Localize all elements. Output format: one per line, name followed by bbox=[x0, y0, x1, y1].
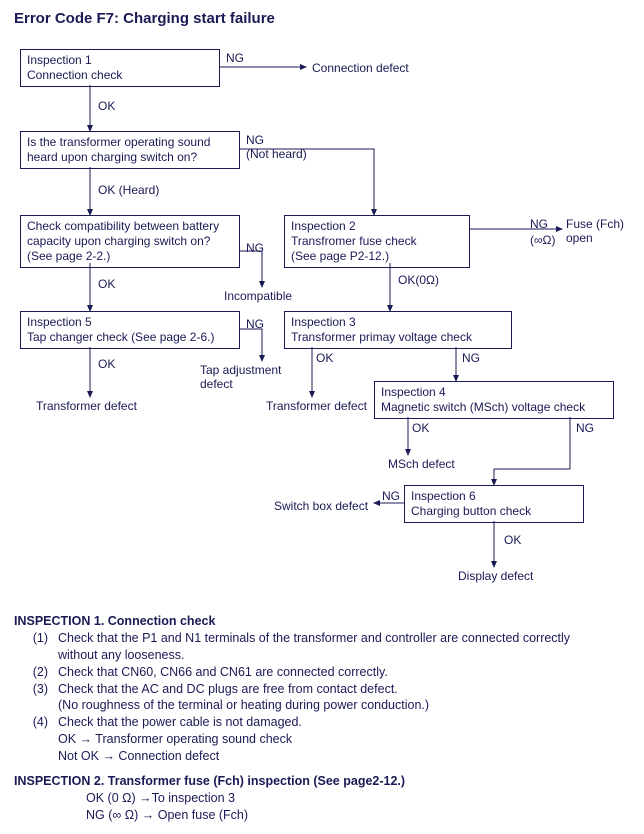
lbl-switch-box-defect: Switch box defect bbox=[274, 499, 368, 513]
box5-line2: Transfromer fuse check bbox=[291, 234, 463, 249]
lbl-ok-8: OK bbox=[504, 533, 521, 547]
lbl-incompatible: Incompatible bbox=[224, 289, 292, 303]
box7-line2: Magnetic switch (MSch) voltage check bbox=[381, 400, 607, 415]
insp1-3b: (No roughness of the terminal or heating… bbox=[58, 697, 630, 714]
insp2-a: OK (0 Ω) →To inspection 3 bbox=[14, 790, 630, 807]
lbl-display-defect: Display defect bbox=[458, 569, 533, 583]
lbl-inf-ohm: (∞Ω) bbox=[530, 233, 556, 247]
lbl-ok-0ohm: OK(0Ω) bbox=[398, 273, 439, 287]
lbl-transformer-defect-2: Transformer defect bbox=[266, 399, 367, 413]
insp2-b: NG (∞ Ω) → Open fuse (Fch) bbox=[14, 807, 630, 824]
box-inspection-5: Inspection 5 Tap changer check (See page… bbox=[20, 311, 240, 349]
lbl-msch-defect: MSch defect bbox=[388, 457, 455, 471]
box2-line1: Is the transformer operating sound bbox=[27, 135, 233, 150]
box4-line2: Tap changer check (See page 2-6.) bbox=[27, 330, 233, 345]
insp1-1: Check that the P1 and N1 terminals of th… bbox=[58, 630, 630, 647]
box-inspection-3: Inspection 3 Transformer primay voltage … bbox=[284, 311, 512, 349]
box7-line1: Inspection 4 bbox=[381, 385, 607, 400]
lbl-not-heard: (Not heard) bbox=[246, 147, 307, 161]
lbl-tap-adjust-defect: Tap adjustment defect bbox=[200, 363, 281, 392]
box3-line2: capacity upon charging switch on? bbox=[27, 234, 233, 249]
box8-line1: Inspection 6 bbox=[411, 489, 577, 504]
box1-line1: Inspection 1 bbox=[27, 53, 213, 68]
lbl-connection-defect: Connection defect bbox=[312, 61, 409, 75]
box-compat-check: Check compatibility between battery capa… bbox=[20, 215, 240, 268]
lbl-transformer-defect-1: Transformer defect bbox=[36, 399, 137, 413]
box6-line2: Transformer primay voltage check bbox=[291, 330, 505, 345]
lbl-ok-3: OK bbox=[98, 277, 115, 291]
insp1-num4: (4) bbox=[14, 714, 58, 731]
lbl-ok-heard: OK (Heard) bbox=[98, 183, 159, 197]
flowchart: Inspection 1 Connection check Is the tra… bbox=[14, 39, 630, 599]
page-title: Error Code F7: Charging start failure bbox=[14, 10, 630, 27]
insp1-4b: OK → Transformer operating sound check bbox=[58, 731, 630, 748]
box3-line3: (See page 2-2.) bbox=[27, 249, 233, 264]
box-inspection-4: Inspection 4 Magnetic switch (MSch) volt… bbox=[374, 381, 614, 419]
box5-line3: (See page P2-12.) bbox=[291, 249, 463, 264]
box4-line1: Inspection 5 bbox=[27, 315, 233, 330]
lbl-ok-1: OK bbox=[98, 99, 115, 113]
lbl-ng-1: NG bbox=[226, 51, 244, 65]
lbl-ng-3: NG bbox=[246, 241, 264, 255]
inspection-text: INSPECTION 1. Connection check (1)Check … bbox=[14, 613, 630, 824]
box-question-sound: Is the transformer operating sound heard… bbox=[20, 131, 240, 169]
lbl-ng-5: NG bbox=[530, 217, 548, 231]
lbl-ng-4: NG bbox=[246, 317, 264, 331]
box1-line2: Connection check bbox=[27, 68, 213, 83]
insp1-num3: (3) bbox=[14, 681, 58, 698]
box6-line1: Inspection 3 bbox=[291, 315, 505, 330]
insp1-2: Check that CN60, CN66 and CN61 are conne… bbox=[58, 664, 630, 681]
insp1-1b: without any looseness. bbox=[58, 647, 630, 664]
box5-line1: Inspection 2 bbox=[291, 219, 463, 234]
box-inspection-1: Inspection 1 Connection check bbox=[20, 49, 220, 87]
box3-line1: Check compatibility between battery bbox=[27, 219, 233, 234]
insp1-num1: (1) bbox=[14, 630, 58, 647]
box2-line2: heard upon charging switch on? bbox=[27, 150, 233, 165]
insp1-4c: Not OK → Connection defect bbox=[58, 748, 630, 765]
lbl-ng-8: NG bbox=[382, 489, 400, 503]
lbl-ng-7: NG bbox=[576, 421, 594, 435]
insp1-3: Check that the AC and DC plugs are free … bbox=[58, 681, 630, 698]
box-inspection-6: Inspection 6 Charging button check bbox=[404, 485, 584, 523]
lbl-ok-6: OK bbox=[316, 351, 333, 365]
lbl-ok-4: OK bbox=[98, 357, 115, 371]
insp2-heading: INSPECTION 2. Transformer fuse (Fch) ins… bbox=[14, 773, 630, 790]
lbl-ng-2: NG bbox=[246, 133, 264, 147]
insp1-4: Check that the power cable is not damage… bbox=[58, 714, 630, 731]
insp1-num2: (2) bbox=[14, 664, 58, 681]
insp1-heading: INSPECTION 1. Connection check bbox=[14, 613, 630, 630]
box8-line2: Charging button check bbox=[411, 504, 577, 519]
lbl-ok-7: OK bbox=[412, 421, 429, 435]
lbl-fuse-open: Fuse (Fch) open bbox=[566, 217, 624, 246]
box-inspection-2: Inspection 2 Transfromer fuse check (See… bbox=[284, 215, 470, 268]
lbl-ng-6: NG bbox=[462, 351, 480, 365]
